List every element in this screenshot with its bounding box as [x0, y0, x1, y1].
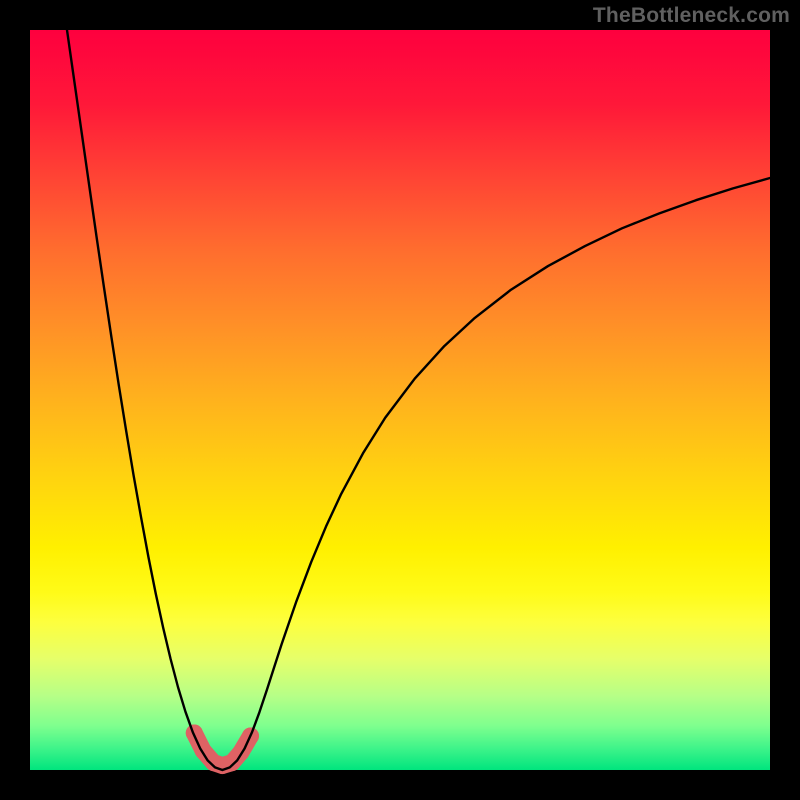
- watermark-text: TheBottleneck.com: [593, 4, 790, 28]
- bottleneck-chart: [0, 0, 800, 800]
